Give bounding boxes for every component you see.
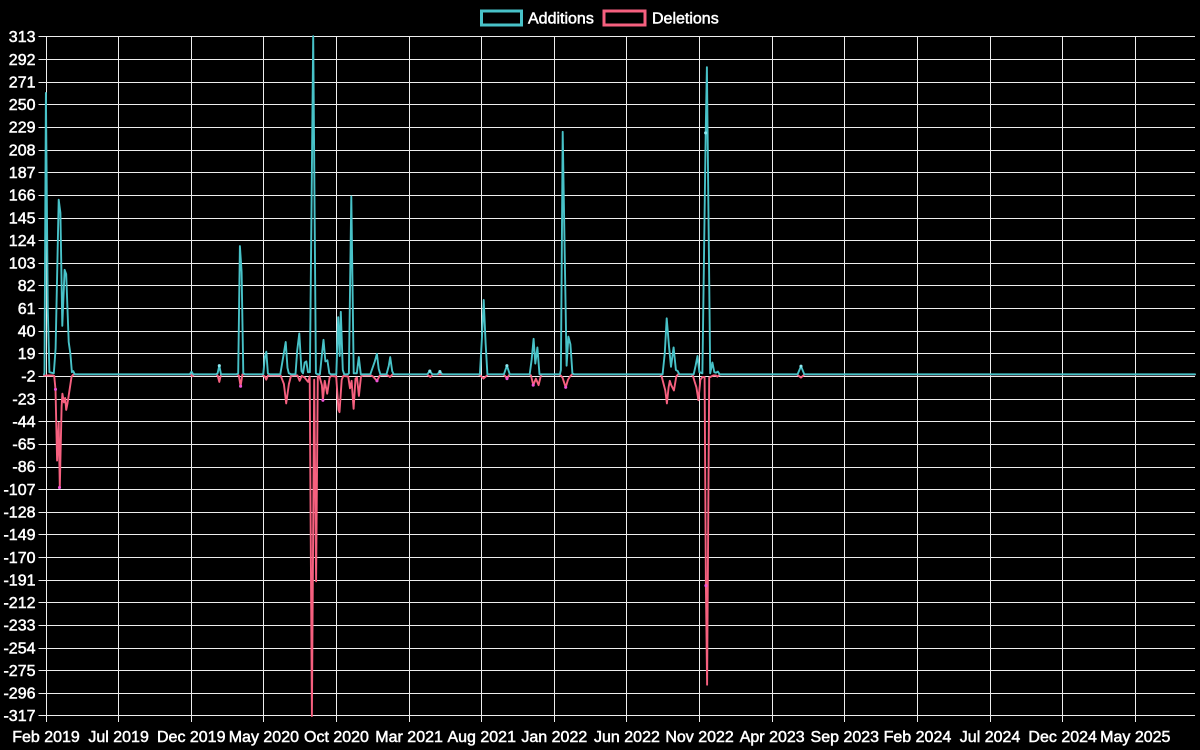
svg-text:Dec 2019: Dec 2019: [157, 729, 226, 746]
svg-text:-233: -233: [3, 618, 35, 635]
svg-text:-149: -149: [3, 527, 35, 544]
svg-text:271: 271: [9, 74, 36, 91]
svg-text:Aug 2021: Aug 2021: [447, 729, 516, 746]
svg-text:313: 313: [9, 29, 36, 46]
svg-text:Jul 2024: Jul 2024: [960, 729, 1021, 746]
svg-text:Nov 2022: Nov 2022: [665, 729, 734, 746]
svg-text:Jan 2022: Jan 2022: [521, 729, 587, 746]
svg-text:229: 229: [9, 120, 36, 137]
svg-text:19: 19: [18, 346, 36, 363]
svg-text:Apr 2023: Apr 2023: [740, 729, 805, 746]
svg-text:82: 82: [18, 278, 36, 295]
svg-text:-317: -317: [3, 708, 35, 725]
svg-text:Jun 2022: Jun 2022: [594, 729, 660, 746]
svg-text:Dec 2024: Dec 2024: [1028, 729, 1097, 746]
svg-text:40: 40: [18, 323, 36, 340]
svg-text:292: 292: [9, 52, 36, 69]
svg-text:-107: -107: [3, 482, 35, 499]
svg-text:250: 250: [9, 97, 36, 114]
svg-text:-44: -44: [12, 414, 35, 431]
svg-text:-254: -254: [3, 640, 35, 657]
svg-text:Feb 2024: Feb 2024: [884, 729, 952, 746]
svg-text:Mar 2021: Mar 2021: [375, 729, 443, 746]
svg-text:Jul 2019: Jul 2019: [88, 729, 149, 746]
svg-text:Sep 2023: Sep 2023: [811, 729, 880, 746]
svg-text:145: 145: [9, 210, 36, 227]
svg-text:-65: -65: [12, 437, 35, 454]
svg-text:-191: -191: [3, 572, 35, 589]
svg-text:208: 208: [9, 142, 36, 159]
svg-text:187: 187: [9, 165, 36, 182]
svg-text:Feb 2019: Feb 2019: [12, 729, 80, 746]
svg-text:Additions: Additions: [528, 10, 594, 27]
svg-text:-86: -86: [12, 459, 35, 476]
svg-text:-128: -128: [3, 505, 35, 522]
svg-text:-275: -275: [3, 663, 35, 680]
svg-text:61: 61: [18, 301, 36, 318]
svg-text:166: 166: [9, 188, 36, 205]
svg-text:Oct 2020: Oct 2020: [304, 729, 369, 746]
svg-text:Deletions: Deletions: [652, 10, 719, 27]
svg-text:103: 103: [9, 256, 36, 273]
svg-text:-170: -170: [3, 550, 35, 567]
svg-text:124: 124: [9, 233, 36, 250]
svg-text:May 2025: May 2025: [1100, 729, 1170, 746]
svg-text:-2: -2: [21, 369, 35, 386]
svg-text:-296: -296: [3, 686, 35, 703]
svg-text:-23: -23: [12, 391, 35, 408]
svg-text:May 2020: May 2020: [229, 729, 299, 746]
svg-text:-212: -212: [3, 595, 35, 612]
